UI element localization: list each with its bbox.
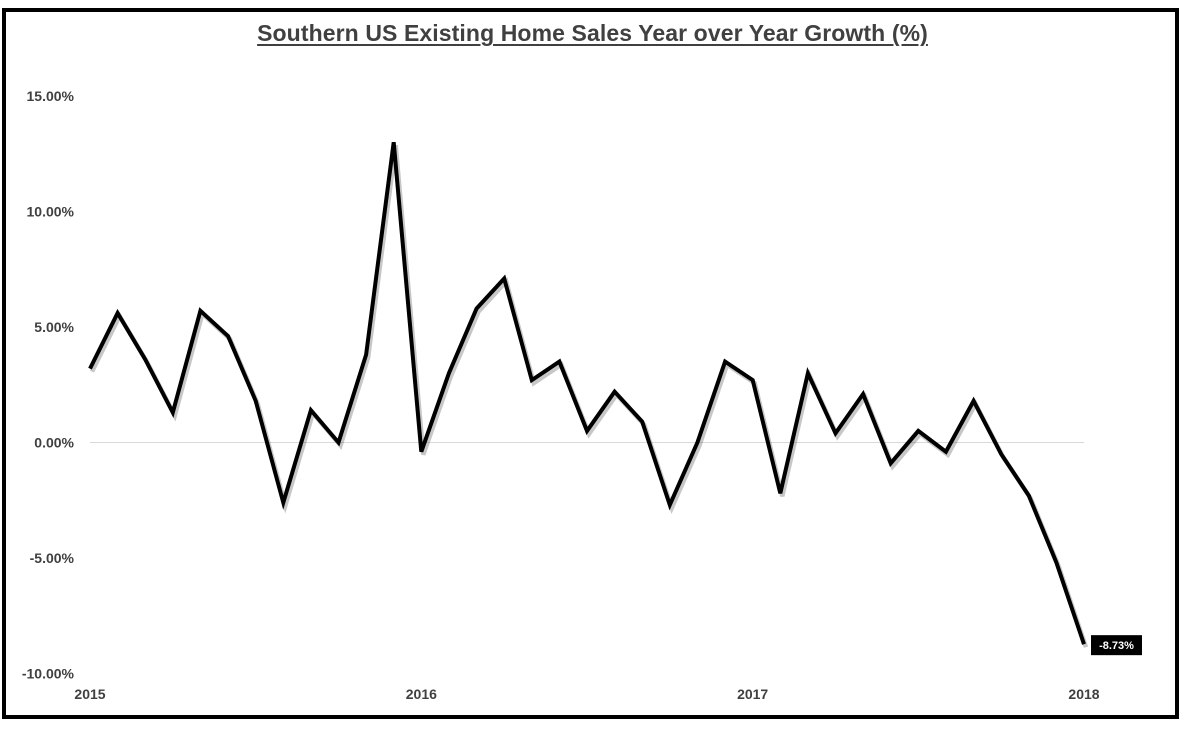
x-tick-label: 2017 — [737, 686, 768, 702]
x-tick-label: 2015 — [74, 686, 105, 702]
y-tick-label: 10.00% — [27, 204, 75, 220]
series-line-shadow — [89, 144, 1089, 648]
y-tick-label: 15.00% — [27, 88, 75, 104]
series-line — [88, 141, 1086, 645]
y-tick-label: 5.00% — [34, 319, 74, 335]
y-tick-label: -10.00% — [22, 666, 75, 682]
chart-title: Southern US Existing Home Sales Year ove… — [257, 20, 928, 46]
y-tick-label: 0.00% — [34, 435, 74, 451]
y-tick-label: -5.00% — [30, 550, 75, 566]
chart-frame — [2, 8, 1179, 719]
data-label-box — [1091, 635, 1142, 656]
x-tick-label: 2016 — [406, 686, 437, 702]
x-tick-label: 2018 — [1068, 686, 1099, 702]
data-label: -8.73% — [1099, 640, 1134, 652]
